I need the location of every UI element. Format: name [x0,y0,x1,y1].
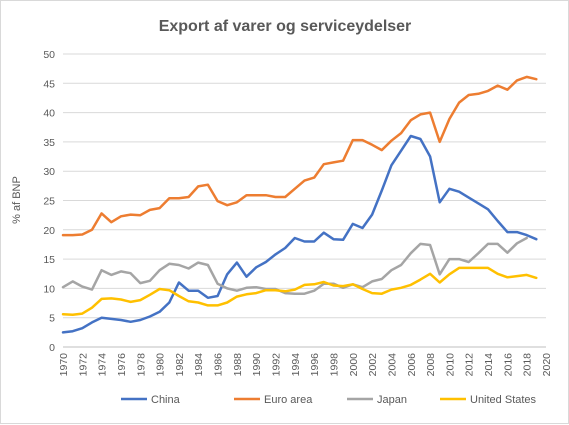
x-tick-label: 1972 [77,353,89,377]
x-tick-label: 1978 [135,353,147,377]
legend-label: United States [470,394,537,406]
legend-item: Japan [347,394,407,406]
x-tick-label: 2000 [348,353,360,377]
y-tick-label: 50 [43,49,55,61]
x-tick-label: 1998 [328,353,340,377]
x-tick-label: 1970 [58,353,70,377]
x-tick-label: 2016 [502,353,514,377]
x-tick-label: 1994 [290,353,302,377]
x-tick-label: 2012 [464,353,476,377]
series-line-euro-area [61,75,538,237]
x-tick-label: 2018 [522,353,534,377]
x-tick-label: 2008 [425,353,437,377]
y-tick-label: 35 [43,137,55,149]
y-axis-ticks: 0 5 10 15 20 25 30 35 40 45 50 [43,49,55,354]
y-tick-label: 10 [43,283,55,295]
x-tick-label: 1982 [174,353,186,377]
x-tick-label: 2020 [541,353,553,377]
x-tick-label: 1988 [232,353,244,377]
legend-label: Japan [377,394,407,406]
x-tick-label: 1992 [271,353,283,377]
y-tick-label: 30 [43,166,55,178]
y-tick-label: 0 [49,342,55,354]
x-tick-label: 2002 [367,353,379,377]
x-tick-label: 1984 [193,353,205,377]
x-tick-label: 2004 [386,353,398,377]
y-tick-label: 15 [43,254,55,266]
x-tick-label: 1990 [251,353,263,377]
x-tick-label: 1980 [155,353,167,377]
y-tick-label: 20 [43,225,55,237]
series-line-japan [61,236,528,295]
legend-label: China [151,394,181,406]
x-axis-ticks: 1970 1972 1974 1976 1978 1980 1982 1984 1986 1988… [58,353,553,377]
y-tick-label: 45 [43,78,55,90]
x-tick-label: 2006 [406,353,418,377]
legend-item: United States [440,394,537,406]
series-layer [61,75,538,334]
y-tick-label: 25 [43,196,55,208]
x-tick-label: 2010 [444,353,456,377]
x-tick-label: 1996 [309,353,321,377]
y-tick-label: 40 [43,108,55,120]
legend-item: China [121,394,181,406]
x-tick-label: 1976 [116,353,128,377]
x-tick-label: 2014 [483,353,495,377]
series-line-united-states [61,266,538,317]
legend: China Euro area Japan United States [121,394,537,406]
x-tick-label: 1986 [213,353,225,377]
y-axis-label: % af BNP [11,176,23,224]
legend-item: Euro area [234,394,313,406]
series-line-china [61,134,538,334]
x-tick-label: 1974 [97,353,109,377]
legend-label: Euro area [264,394,313,406]
chart-title: Export af varer og serviceydelser [159,18,412,35]
y-tick-label: 5 [49,313,55,325]
